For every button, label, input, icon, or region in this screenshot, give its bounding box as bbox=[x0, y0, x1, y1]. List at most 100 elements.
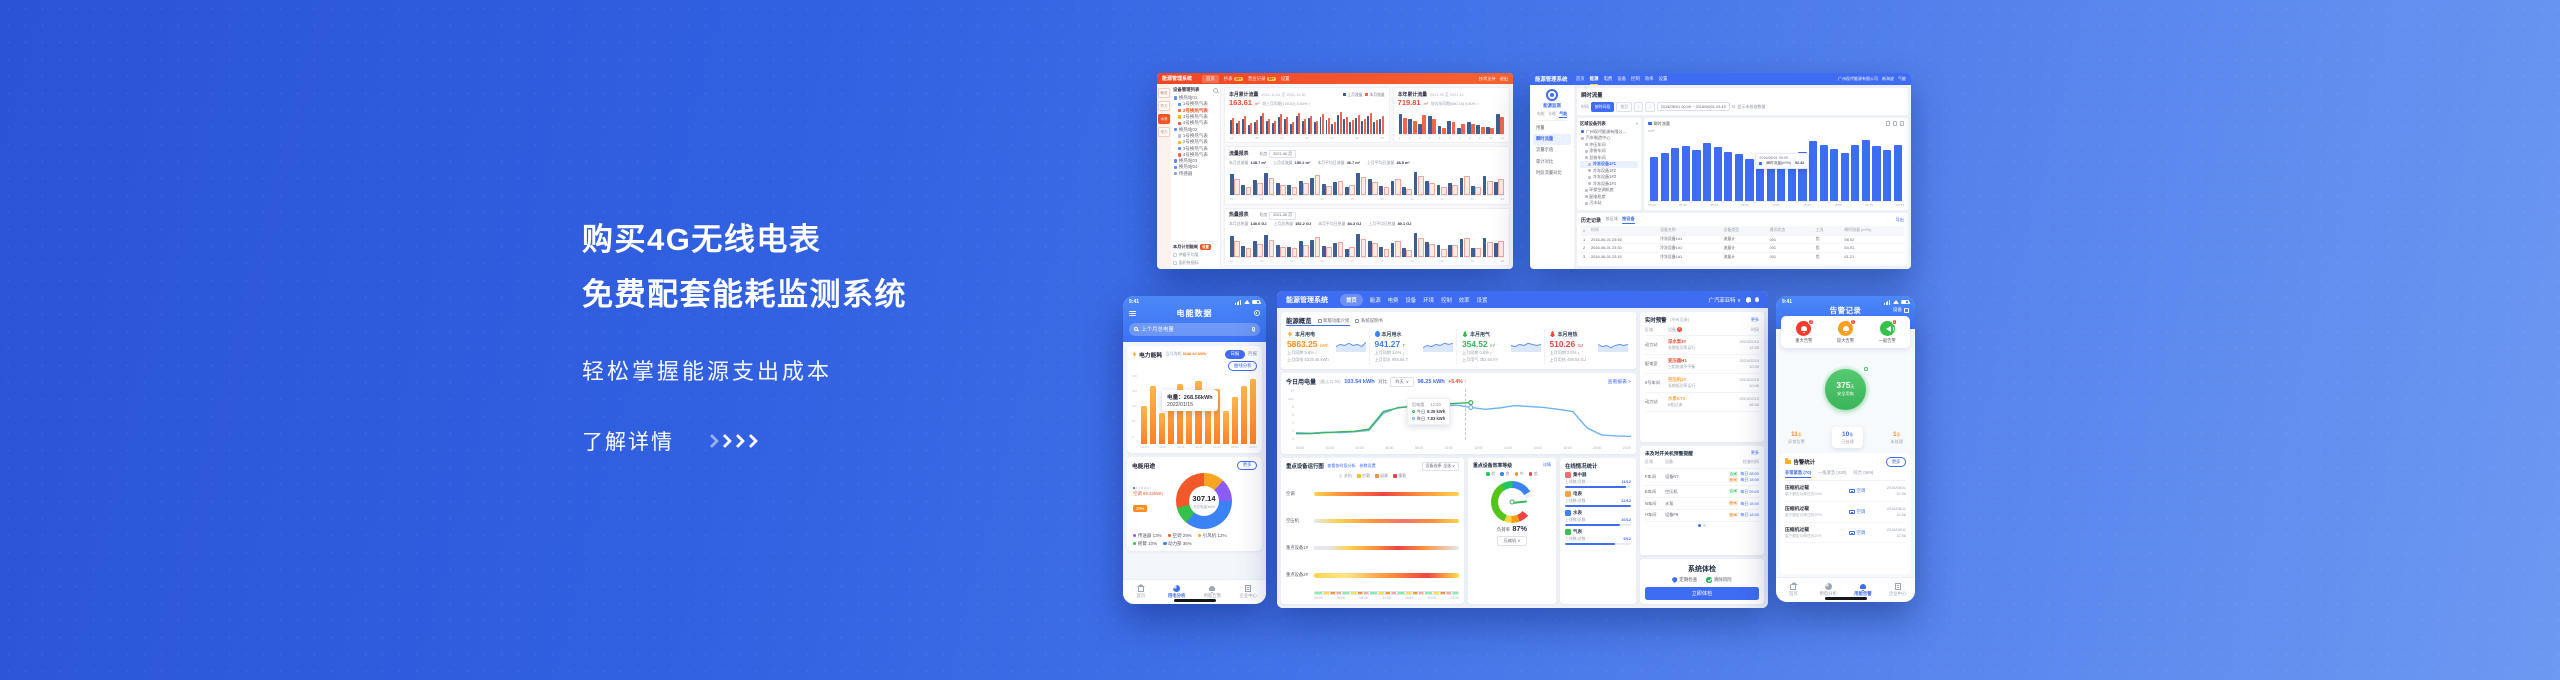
switch-row[interactable]: F车间 设备N7 合闸 每日 08:00 断闸 每日 18:00 bbox=[1645, 469, 1759, 487]
more-link[interactable]: 更多 bbox=[1750, 450, 1759, 456]
tree-node[interactable]: 1号换热气表 bbox=[1173, 133, 1218, 139]
tree-node[interactable]: 传感器 bbox=[1173, 171, 1218, 177]
bell-icon[interactable] bbox=[1745, 297, 1751, 302]
table-row[interactable]: 3 2016-06-01 23:15 冷冻设备1#1 流量计 001 优 61.21 bbox=[1581, 251, 1904, 261]
history-tab[interactable]: 按设备 bbox=[1622, 216, 1635, 224]
mic-icon[interactable] bbox=[1252, 326, 1255, 332]
tree-node[interactable]: 汽车制造中心 bbox=[1580, 135, 1638, 142]
details-link[interactable]: 详情 bbox=[1542, 462, 1551, 468]
nav-item[interactable]: 首页 bbox=[1340, 293, 1363, 306]
tree-node[interactable]: 换热站03 bbox=[1173, 158, 1218, 164]
tree-node[interactable]: 广州现代能源有限公… bbox=[1580, 129, 1638, 136]
plan-set-button[interactable]: 设置 bbox=[1200, 243, 1211, 250]
table-row[interactable]: 1 2016-06-01 23:45 冷冻设备1#1 流量计 001 优 58.02 bbox=[1581, 234, 1904, 244]
rail-item[interactable]: 水务 bbox=[1158, 114, 1170, 124]
tree-node[interactable]: 1号换热气表 bbox=[1173, 101, 1218, 107]
menu-icon[interactable] bbox=[1129, 310, 1136, 316]
view-report-link[interactable]: 查看报表 > bbox=[1607, 380, 1631, 386]
nav-item[interactable]: 效率 bbox=[1644, 76, 1654, 81]
water-drop-icon[interactable] bbox=[1755, 297, 1759, 302]
compare-select[interactable]: 昨天 ∨ bbox=[1390, 376, 1414, 387]
more-button[interactable]: 更多 bbox=[1886, 457, 1906, 467]
device-filter[interactable]: 设备 bbox=[1893, 307, 1909, 313]
nav-item[interactable]: 控制 bbox=[1631, 76, 1640, 81]
report-tab[interactable]: 月报 bbox=[1247, 351, 1257, 357]
company-selector[interactable]: 广汽菲亚特 ∨ bbox=[1708, 297, 1741, 304]
tree-node[interactable]: 2号换热气表 bbox=[1173, 108, 1218, 114]
carousel-dots[interactable] bbox=[1133, 487, 1171, 490]
line-chart-icon[interactable] bbox=[1885, 121, 1890, 126]
nav-item[interactable]: 营业记录 99+ bbox=[1247, 75, 1276, 81]
time-range-button[interactable]: 按时间段 bbox=[1590, 101, 1615, 112]
menu-item[interactable]: 流量示值 bbox=[1536, 147, 1554, 153]
nav-item[interactable]: 设备 bbox=[1405, 297, 1417, 304]
nav-item[interactable]: 设置 bbox=[1658, 76, 1668, 81]
device-select[interactable]: 设备选择: 全选 ∨ bbox=[1421, 461, 1459, 471]
toolbar-button[interactable]: 按日 bbox=[1616, 101, 1633, 112]
nav-right-item[interactable]: 退出 bbox=[1499, 75, 1508, 81]
menu-item[interactable]: 累计对比 bbox=[1536, 158, 1554, 164]
switch-row[interactable]: H车间 设备F9 断闸 每日 18:00 bbox=[1645, 510, 1759, 522]
tree-node[interactable]: 冷冻设备1#2 bbox=[1580, 168, 1638, 175]
tree-node[interactable]: 4号换热气表 bbox=[1173, 120, 1218, 126]
alarm-category-较大告警[interactable]: 3 较大告警 bbox=[1825, 319, 1867, 344]
tab-用电分析[interactable]: 用电分析 bbox=[1159, 584, 1195, 600]
rail-item[interactable]: 电力 bbox=[1158, 127, 1170, 137]
checkbox[interactable] bbox=[1731, 104, 1736, 109]
tree-node[interactable]: 4号换热气表 bbox=[1173, 152, 1218, 158]
nav-item[interactable]: 首页 bbox=[1202, 74, 1219, 83]
tab-用能告警[interactable]: 用能告警 bbox=[1846, 583, 1881, 598]
checkbox[interactable] bbox=[1173, 261, 1177, 265]
alarm-record-row[interactable]: 压缩机过载 高于额定功率压的20% 空调 2018/08/11 12:56 bbox=[1785, 481, 1906, 502]
nav-right-item[interactable]: 气能 bbox=[1898, 76, 1906, 81]
tree-node[interactable]: 总装车间 bbox=[1580, 155, 1638, 162]
menu-item[interactable]: 用量 bbox=[1536, 125, 1545, 131]
rail-item[interactable]: 概览 bbox=[1158, 88, 1170, 98]
cta-link[interactable]: 了解详情 bbox=[582, 431, 674, 454]
plan-check[interactable]: 供暖平均值 bbox=[1173, 252, 1218, 258]
tree-node[interactable]: 环保空调机房 bbox=[1580, 187, 1638, 194]
checkbox[interactable] bbox=[1173, 253, 1177, 257]
tree-node[interactable]: 2号换热气表 bbox=[1173, 139, 1218, 145]
urgency-tab[interactable]: 一般紧急 (430) bbox=[1818, 470, 1847, 476]
tree-node[interactable]: 换热站01 bbox=[1173, 95, 1218, 101]
run-check-button[interactable]: 立即体检 bbox=[1645, 587, 1759, 600]
search-bar[interactable]: 上个月总电量 bbox=[1129, 322, 1260, 336]
urgency-tab[interactable]: 非常紧急 (70) bbox=[1785, 470, 1812, 479]
feature-intro-link[interactable]: 新版功能介绍 bbox=[1317, 318, 1349, 324]
nav-item[interactable]: 效率 bbox=[1458, 297, 1470, 304]
nav-right-item[interactable]: 广州现代能源有限公司 bbox=[1838, 76, 1878, 81]
kpi-card-本月用热[interactable]: 本月用热 510.26 GJ 上月同期 2.6% ↑ 上月用热 496.54 GJ bbox=[1543, 328, 1632, 365]
tree-node[interactable]: 冷冻设备1#1 bbox=[1580, 161, 1638, 168]
nav-item[interactable]: 设置 bbox=[1280, 75, 1290, 81]
nav-item[interactable]: 环境 bbox=[1423, 297, 1434, 304]
kpi-card-本月用电[interactable]: 本月用电 5863.25 kWh 上月同期 9.6% ↑ 上月用电 5319.45 k… bbox=[1286, 324, 1369, 365]
nav-item[interactable]: 电费 bbox=[1603, 76, 1613, 81]
energy-tab[interactable]: 电能 bbox=[1536, 111, 1545, 116]
nav-item[interactable]: 抄表 99+ bbox=[1223, 75, 1243, 81]
tab-企业中心[interactable]: 企业中心 bbox=[1230, 585, 1266, 600]
granularity-select[interactable]: 2021-06 月 bbox=[1269, 211, 1296, 220]
alarm-row[interactable]: 8号车间 空压机3# 长期低功率运行 2021/02/15 10:05 bbox=[1645, 374, 1759, 393]
alarm-row[interactable]: 动力站 水泵KT3 B相过流 2021/02/15 08:36 bbox=[1645, 393, 1759, 412]
more-link[interactable]: 更多 bbox=[1750, 317, 1759, 322]
tab-用电分析[interactable]: 用电分析 bbox=[1811, 582, 1846, 598]
tree-node[interactable]: 配电机房 bbox=[1580, 194, 1638, 201]
search-icon[interactable] bbox=[1213, 87, 1218, 93]
curve-analysis-button[interactable]: 曲线分析 bbox=[1228, 361, 1257, 371]
tree-node[interactable]: 换热站02 bbox=[1173, 126, 1218, 132]
urgency-tab[interactable]: 综合 (999) bbox=[1853, 470, 1874, 476]
nav-item[interactable]: 能源 bbox=[1369, 297, 1381, 304]
tree-node[interactable]: 换热站04 bbox=[1173, 164, 1218, 170]
menu-item[interactable]: 时段流量对比 bbox=[1536, 169, 1562, 175]
alarm-category-一般告警[interactable]: 4 一般告警 bbox=[1866, 319, 1908, 344]
nav-item[interactable]: 设备 bbox=[1617, 76, 1627, 81]
menu-item[interactable]: 瞬时流量 bbox=[1533, 133, 1571, 145]
tree-node[interactable]: 冲压车间 bbox=[1580, 142, 1638, 149]
param-settings-link[interactable]: 参数设置 bbox=[1359, 463, 1376, 469]
nav-item[interactable]: 能源 bbox=[1590, 73, 1598, 85]
tree-node[interactable]: 冷冻设备1#3 bbox=[1580, 174, 1638, 181]
rail-item[interactable]: 热力 bbox=[1158, 101, 1170, 111]
energy-tab[interactable]: 水能 bbox=[1548, 111, 1556, 116]
tab-首页[interactable]: 首页 bbox=[1776, 582, 1811, 598]
